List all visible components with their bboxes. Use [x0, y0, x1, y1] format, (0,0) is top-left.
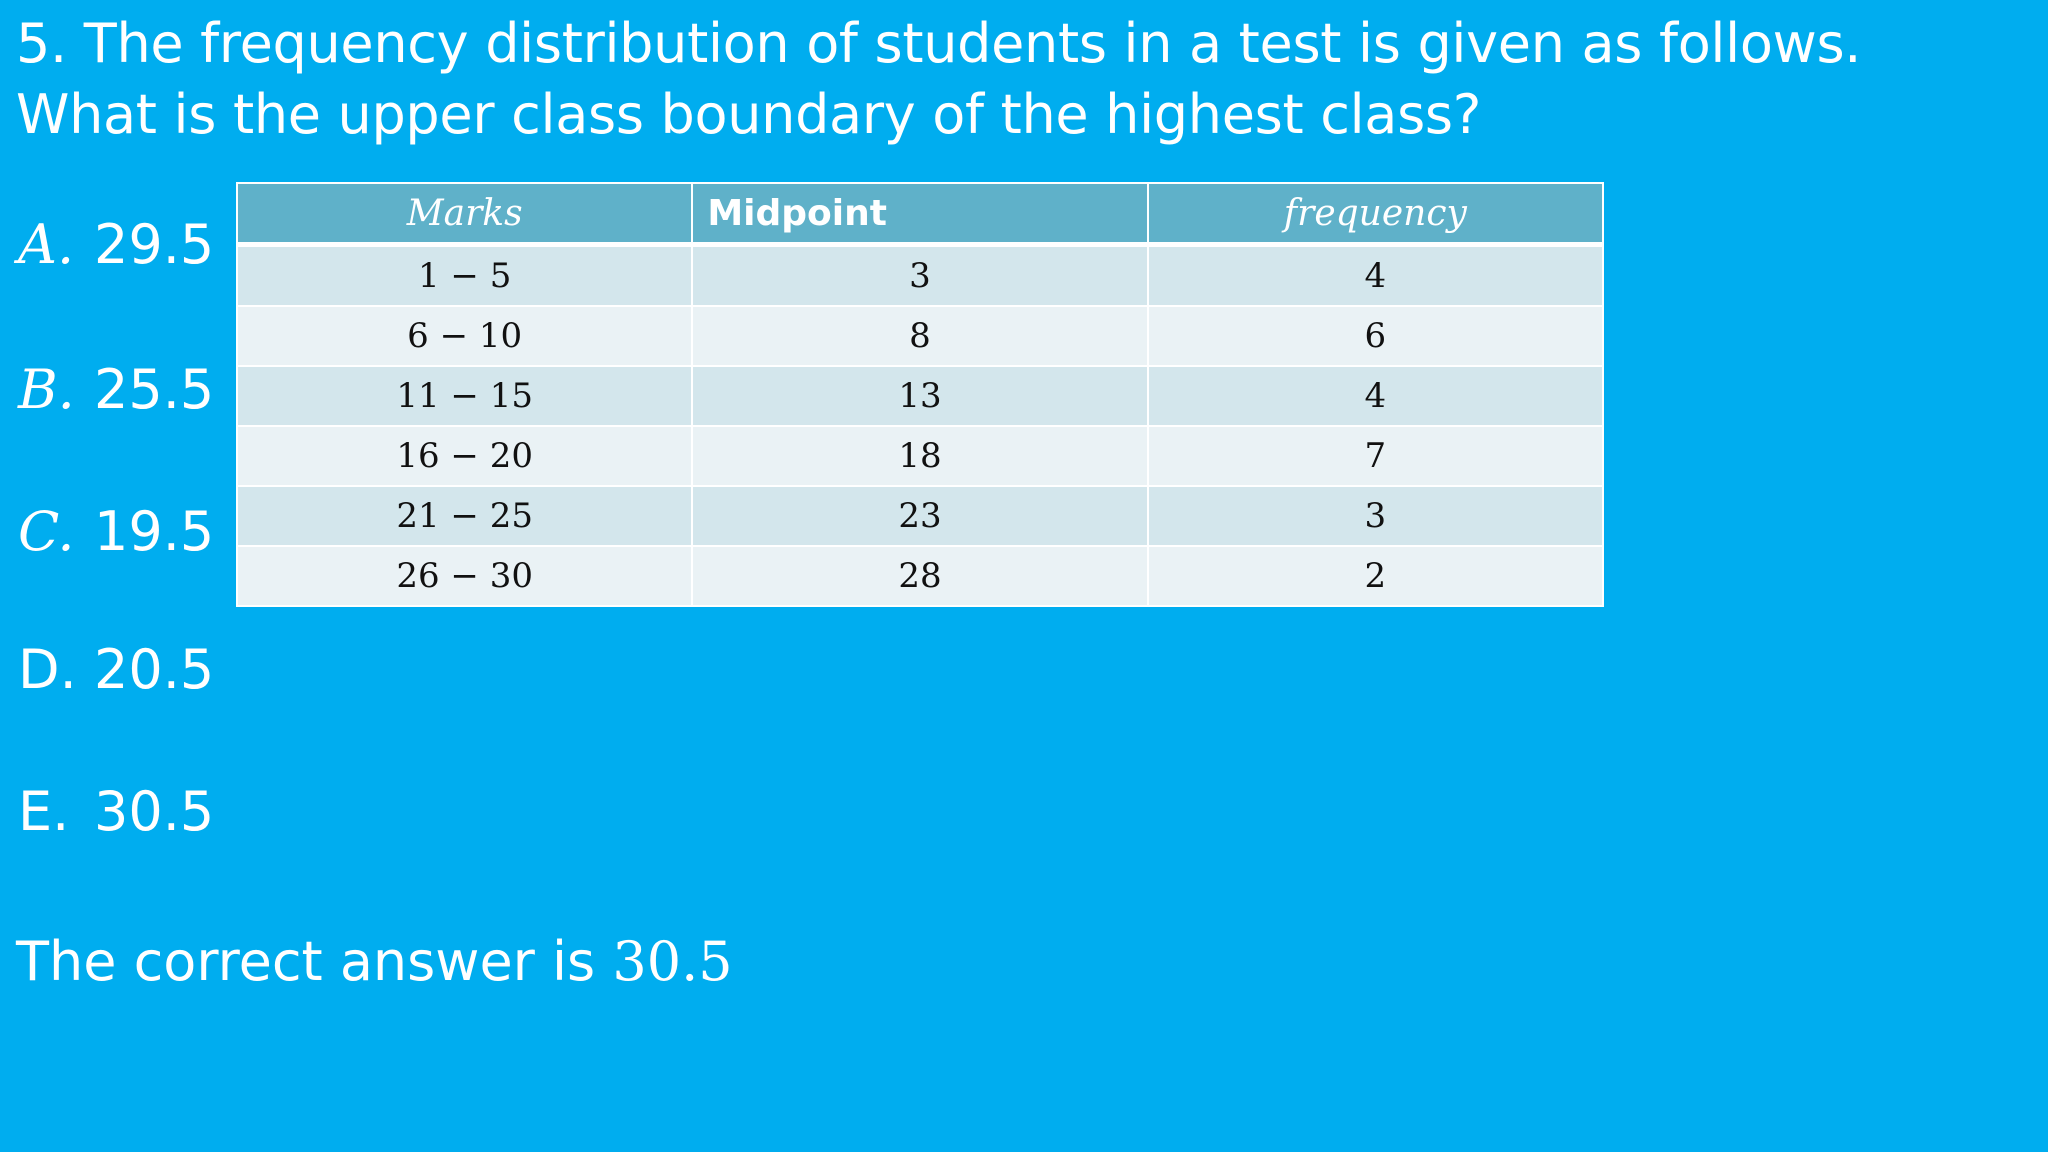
answer-value: 30.5 — [612, 930, 733, 993]
header-frequency: frequency — [1146, 182, 1605, 247]
table-row: 11 − 15 13 4 — [235, 365, 1605, 427]
correct-answer: The correct answer is 30.5 — [16, 930, 733, 994]
option-d-value: 20.5 — [94, 638, 215, 701]
table-row: 21 − 25 23 3 — [235, 485, 1605, 547]
option-a-letter: A. — [18, 213, 75, 276]
cell-midpoint: 28 — [691, 545, 1149, 607]
question-text: 5. The frequency distribution of student… — [16, 8, 2016, 150]
option-b-value: 25.5 — [94, 358, 215, 421]
cell-marks: 1 − 5 — [235, 243, 694, 307]
option-c-letter: C. — [18, 500, 75, 563]
cell-midpoint: 8 — [691, 305, 1149, 367]
cell-midpoint: 23 — [691, 485, 1149, 547]
frequency-table: Marks Midpoint frequency 1 − 5 3 4 6 − 1… — [235, 182, 1605, 607]
header-midpoint: Midpoint — [691, 182, 1149, 247]
cell-midpoint: 18 — [691, 425, 1149, 487]
cell-frequency: 7 — [1146, 425, 1605, 487]
cell-frequency: 6 — [1146, 305, 1605, 367]
answer-text: The correct answer is — [16, 930, 596, 993]
cell-frequency: 3 — [1146, 485, 1605, 547]
table-row: 16 − 20 18 7 — [235, 425, 1605, 487]
table-row: 1 − 5 3 4 — [235, 243, 1605, 307]
table-row: 6 − 10 8 6 — [235, 305, 1605, 367]
option-a-value: 29.5 — [94, 213, 215, 276]
table-row: 26 − 30 28 2 — [235, 545, 1605, 607]
option-b-letter: B. — [18, 358, 75, 421]
cell-marks: 16 − 20 — [235, 425, 694, 487]
cell-marks: 26 − 30 — [235, 545, 694, 607]
cell-midpoint: 3 — [691, 243, 1149, 307]
option-b: B. 25.5 — [18, 358, 214, 422]
header-marks: Marks — [235, 182, 694, 247]
question-line-2: What is the upper class boundary of the … — [16, 83, 1482, 146]
option-e: E. 30.5 — [18, 780, 214, 844]
option-c-value: 19.5 — [94, 500, 215, 563]
option-c: C. 19.5 — [18, 500, 214, 564]
cell-marks: 21 − 25 — [235, 485, 694, 547]
cell-marks: 6 − 10 — [235, 305, 694, 367]
cell-frequency: 4 — [1146, 365, 1605, 427]
cell-marks: 11 − 15 — [235, 365, 694, 427]
table-header-row: Marks Midpoint frequency — [235, 182, 1605, 247]
option-d: D. 20.5 — [18, 638, 214, 702]
question-line-1: 5. The frequency distribution of student… — [16, 12, 1862, 75]
cell-frequency: 4 — [1146, 243, 1605, 307]
option-e-letter: E. — [18, 780, 70, 843]
option-a: A. 29.5 — [18, 213, 214, 277]
option-e-value: 30.5 — [94, 780, 215, 843]
option-d-letter: D. — [18, 638, 77, 701]
cell-midpoint: 13 — [691, 365, 1149, 427]
cell-frequency: 2 — [1146, 545, 1605, 607]
